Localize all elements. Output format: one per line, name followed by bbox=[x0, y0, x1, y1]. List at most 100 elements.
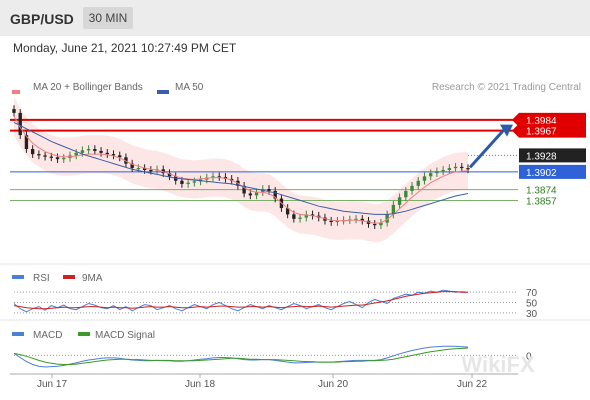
price-tag-box bbox=[519, 123, 586, 138]
candle bbox=[453, 166, 458, 169]
ma50-line bbox=[13, 121, 469, 215]
candle bbox=[354, 218, 358, 221]
candle bbox=[30, 149, 35, 155]
macd-zero-label: 0 bbox=[526, 351, 532, 362]
legend-label-ma20: MA 20 + Bollinger Bands bbox=[33, 82, 143, 93]
candle bbox=[18, 112, 22, 136]
candle bbox=[410, 185, 414, 191]
price-tag-pointer bbox=[512, 123, 519, 138]
candle bbox=[360, 218, 364, 221]
candle bbox=[242, 185, 246, 194]
candle bbox=[86, 149, 91, 151]
rsi-level-label: 70 bbox=[526, 288, 538, 299]
legend-label-macd-signal: MACD Signal bbox=[95, 330, 155, 341]
candle bbox=[304, 214, 308, 218]
candle bbox=[379, 222, 383, 226]
candle bbox=[111, 154, 116, 156]
candle bbox=[292, 214, 296, 219]
rsi-level-label: 50 bbox=[526, 299, 538, 310]
forecast-arrow-head bbox=[500, 124, 513, 137]
candle bbox=[460, 166, 464, 169]
price-tag-label: 1.3984 bbox=[526, 116, 557, 127]
candle bbox=[161, 169, 165, 174]
candle bbox=[373, 223, 377, 226]
bollinger-band bbox=[14, 97, 468, 243]
candle bbox=[55, 157, 60, 160]
candle bbox=[105, 152, 109, 155]
candle bbox=[136, 168, 141, 170]
timeframe-button[interactable]: 30 MIN bbox=[83, 7, 133, 29]
x-tick-label: Jun 20 bbox=[318, 379, 348, 390]
candle bbox=[273, 190, 277, 199]
legend-label-macd: MACD bbox=[33, 330, 62, 341]
candle bbox=[385, 214, 389, 223]
candle bbox=[24, 135, 29, 150]
chart-header: GBP/USD 30 MIN bbox=[0, 0, 590, 36]
candle bbox=[466, 168, 470, 170]
price-tag-box bbox=[519, 164, 586, 179]
candle bbox=[441, 169, 445, 172]
candle bbox=[391, 204, 396, 215]
candle bbox=[167, 173, 172, 177]
forecast-arrow-shaft bbox=[468, 127, 507, 169]
candle bbox=[428, 173, 433, 177]
macd-line bbox=[13, 345, 469, 368]
candle bbox=[124, 157, 128, 164]
price-level-lines bbox=[10, 118, 518, 201]
candle bbox=[298, 217, 302, 219]
candle bbox=[447, 168, 452, 170]
candle bbox=[180, 180, 184, 184]
candle bbox=[37, 154, 41, 156]
candle bbox=[329, 220, 333, 223]
forecast-arrow bbox=[468, 124, 513, 169]
rsi-ma-line bbox=[13, 291, 468, 310]
candle bbox=[211, 176, 215, 178]
candle bbox=[248, 193, 253, 196]
candle bbox=[310, 214, 315, 216]
candle bbox=[130, 163, 134, 169]
candle bbox=[217, 176, 221, 178]
x-tick-label: Jun 18 bbox=[185, 379, 215, 390]
candle bbox=[149, 169, 153, 172]
research-credit: Research © 2021 Trading Central bbox=[432, 82, 581, 93]
price-level-label: 1.3857 bbox=[526, 196, 557, 207]
candle bbox=[285, 208, 290, 215]
x-axis: Jun 17 Jun 18 Jun 20 Jun 22 bbox=[10, 373, 518, 390]
candle bbox=[118, 155, 122, 158]
price-level-label: 1.3874 bbox=[526, 186, 557, 197]
moving-average-lines bbox=[13, 115, 469, 224]
main-panel: MA 20 + Bollinger Bands MA 50 Research ©… bbox=[10, 82, 586, 243]
candle bbox=[142, 168, 147, 170]
legend-label-rsi-ma: 9MA bbox=[82, 273, 103, 284]
currency-pair: GBP/USD bbox=[10, 11, 74, 27]
x-tick-label: Jun 17 bbox=[37, 379, 67, 390]
candle bbox=[74, 152, 78, 156]
candle bbox=[186, 182, 190, 184]
price-tag-label: 1.3902 bbox=[526, 168, 557, 179]
price-tag-box bbox=[519, 148, 586, 163]
candle bbox=[404, 190, 408, 198]
candle bbox=[192, 181, 197, 183]
candle bbox=[99, 150, 103, 153]
candle bbox=[93, 149, 97, 151]
price-tag-label: 1.3967 bbox=[526, 127, 557, 138]
candle bbox=[335, 220, 340, 223]
macd-lines: 0 bbox=[13, 345, 532, 368]
rsi-level-label: 30 bbox=[526, 309, 538, 320]
candle bbox=[43, 155, 47, 157]
candle bbox=[62, 157, 66, 160]
price-tag-box bbox=[519, 112, 586, 127]
macd-panel: MACD MACD Signal 0 bbox=[12, 330, 532, 368]
candle bbox=[397, 197, 402, 205]
candle bbox=[80, 150, 85, 153]
rsi-line bbox=[13, 289, 469, 313]
watermark-logo: WikiFX bbox=[461, 352, 534, 377]
x-tick-label: Jun 22 bbox=[457, 379, 487, 390]
legend-label-rsi: RSI bbox=[33, 273, 50, 284]
candle bbox=[422, 176, 427, 181]
candle bbox=[12, 109, 16, 113]
